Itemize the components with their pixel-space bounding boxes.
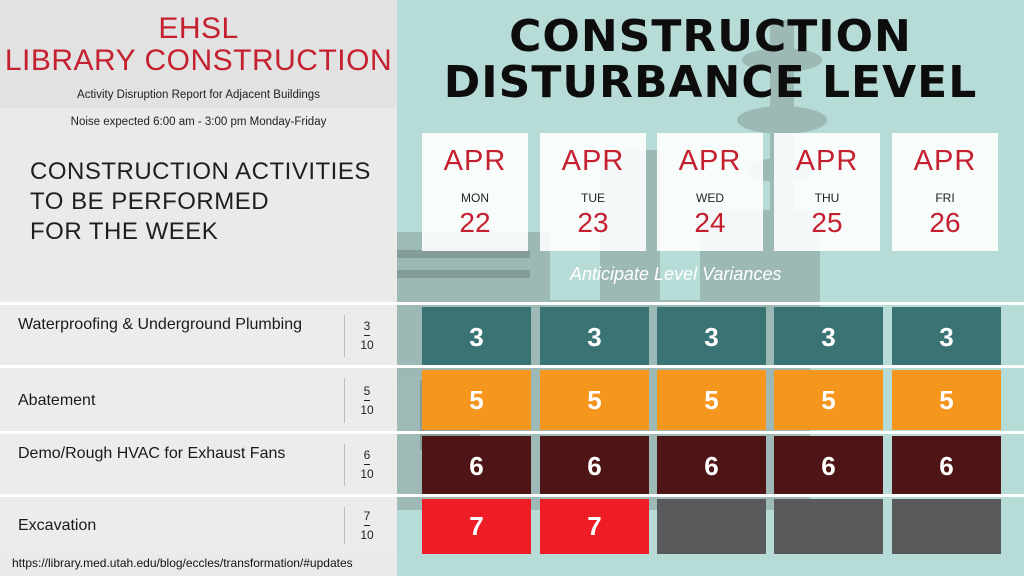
main-title-line: DISTURBANCE LEVEL (443, 57, 978, 108)
date-day: 23 (577, 207, 609, 238)
activities-heading-line: FOR THE WEEK (30, 218, 219, 245)
level-cell: 6 (892, 436, 1001, 496)
date-card: APR THU 25 (774, 133, 880, 251)
activity-name: Excavation (18, 516, 97, 534)
level-cell: 7 (540, 499, 649, 554)
noise-note: Noise expected 6:00 am - 3:00 pm Monday-… (70, 116, 327, 128)
row-separator (0, 302, 1024, 305)
level-divider (344, 378, 345, 423)
activity-row: Abatement 5 10 5 5 5 5 5 (0, 368, 1024, 433)
activity-name: Demo/Rough HVAC for Exhaust Fans (18, 445, 286, 462)
level-cell: 5 (540, 370, 649, 430)
level-numerator: 7 (363, 508, 371, 523)
date-day: 26 (929, 207, 961, 238)
level-cell: 3 (774, 307, 883, 367)
level-fraction: 6 10 (352, 449, 382, 481)
level-fraction: 3 10 (352, 320, 382, 352)
date-month: APR (443, 145, 507, 177)
level-fraction: 5 10 (352, 383, 382, 417)
level-cell: 3 (540, 307, 649, 367)
fraction-bar (364, 464, 370, 465)
level-denominator: 10 (360, 402, 374, 417)
date-card: APR TUE 23 (540, 133, 646, 251)
level-cell: 6 (657, 436, 766, 496)
date-day: 22 (459, 207, 491, 238)
level-cell-empty (892, 499, 1001, 554)
level-cell-empty (774, 499, 883, 554)
fraction-bar (364, 524, 370, 526)
level-cell: 3 (892, 307, 1001, 367)
date-card: APR MON 22 (422, 133, 528, 251)
date-weekday: MON (461, 191, 489, 205)
level-cell: 6 (540, 436, 649, 496)
level-fraction: 7 10 (352, 508, 382, 542)
level-cell: 5 (774, 370, 883, 430)
level-cell: 7 (422, 499, 531, 554)
row-separator (0, 494, 1024, 497)
date-day: 25 (811, 207, 843, 238)
activity-row-background (0, 497, 397, 554)
level-numerator: 3 (363, 319, 371, 333)
row-separator (0, 431, 1024, 434)
activities-heading-line: TO BE PERFORMED (30, 188, 270, 215)
date-weekday: WED (696, 191, 724, 205)
level-cell: 5 (892, 370, 1001, 430)
date-month: APR (795, 145, 859, 177)
main-title: CONSTRUCTION DISTURBANCE LEVEL (397, 14, 1024, 106)
activity-name: Abatement (18, 391, 96, 409)
level-cell: 5 (657, 370, 766, 430)
date-month: APR (561, 145, 625, 177)
row-separator (0, 365, 1024, 368)
level-divider (344, 315, 345, 357)
date-card: APR WED 24 (657, 133, 763, 251)
activity-row: Demo/Rough HVAC for Exhaust Fans 6 10 6 6 6 6 6 (0, 434, 1024, 496)
level-cell-empty (657, 499, 766, 554)
date-month: APR (678, 145, 742, 177)
activity-name: Waterproofing & Underground Plumbing (18, 316, 303, 333)
fraction-bar (364, 399, 370, 401)
fraction-bar (364, 335, 370, 336)
title-line-1: EHSL (158, 12, 239, 45)
level-denominator: 10 (360, 527, 374, 542)
title-line-2: LIBRARY CONSTRUCTION (4, 44, 393, 77)
activities-heading: CONSTRUCTION ACTIVITIES TO BE PERFORMED … (30, 157, 371, 247)
level-numerator: 5 (363, 383, 371, 398)
date-weekday: TUE (581, 191, 605, 205)
activity-row: Waterproofing & Underground Plumbing 3 10 3… (0, 305, 1024, 367)
activity-row-background (0, 434, 397, 496)
activity-row-background (0, 305, 397, 367)
level-divider (344, 444, 345, 486)
level-denominator: 10 (360, 467, 374, 481)
level-cell: 3 (657, 307, 766, 367)
variance-note: Anticipate Level Variances (570, 264, 782, 284)
date-weekday: FRI (935, 191, 955, 205)
date-day: 24 (694, 207, 726, 238)
level-divider (344, 507, 345, 544)
date-weekday: THU (814, 191, 840, 205)
footer-url[interactable]: https://library.med.utah.edu/blog/eccles… (12, 556, 353, 570)
level-cell: 6 (422, 436, 531, 496)
date-month: APR (913, 145, 977, 177)
level-cell: 3 (422, 307, 531, 367)
date-card: APR FRI 26 (892, 133, 998, 251)
header-band (0, 0, 397, 108)
level-cell: 5 (422, 370, 531, 430)
activities-heading-line: CONSTRUCTION ACTIVITIES (30, 158, 371, 185)
level-cell: 6 (774, 436, 883, 496)
activity-row: Excavation 7 10 7 7 (0, 497, 1024, 554)
main-title-line: CONSTRUCTION (509, 11, 912, 62)
level-denominator: 10 (360, 338, 374, 352)
activity-row-background (0, 368, 397, 433)
subtitle: Activity Disruption Report for Adjacent … (77, 89, 320, 101)
level-numerator: 6 (363, 448, 371, 462)
